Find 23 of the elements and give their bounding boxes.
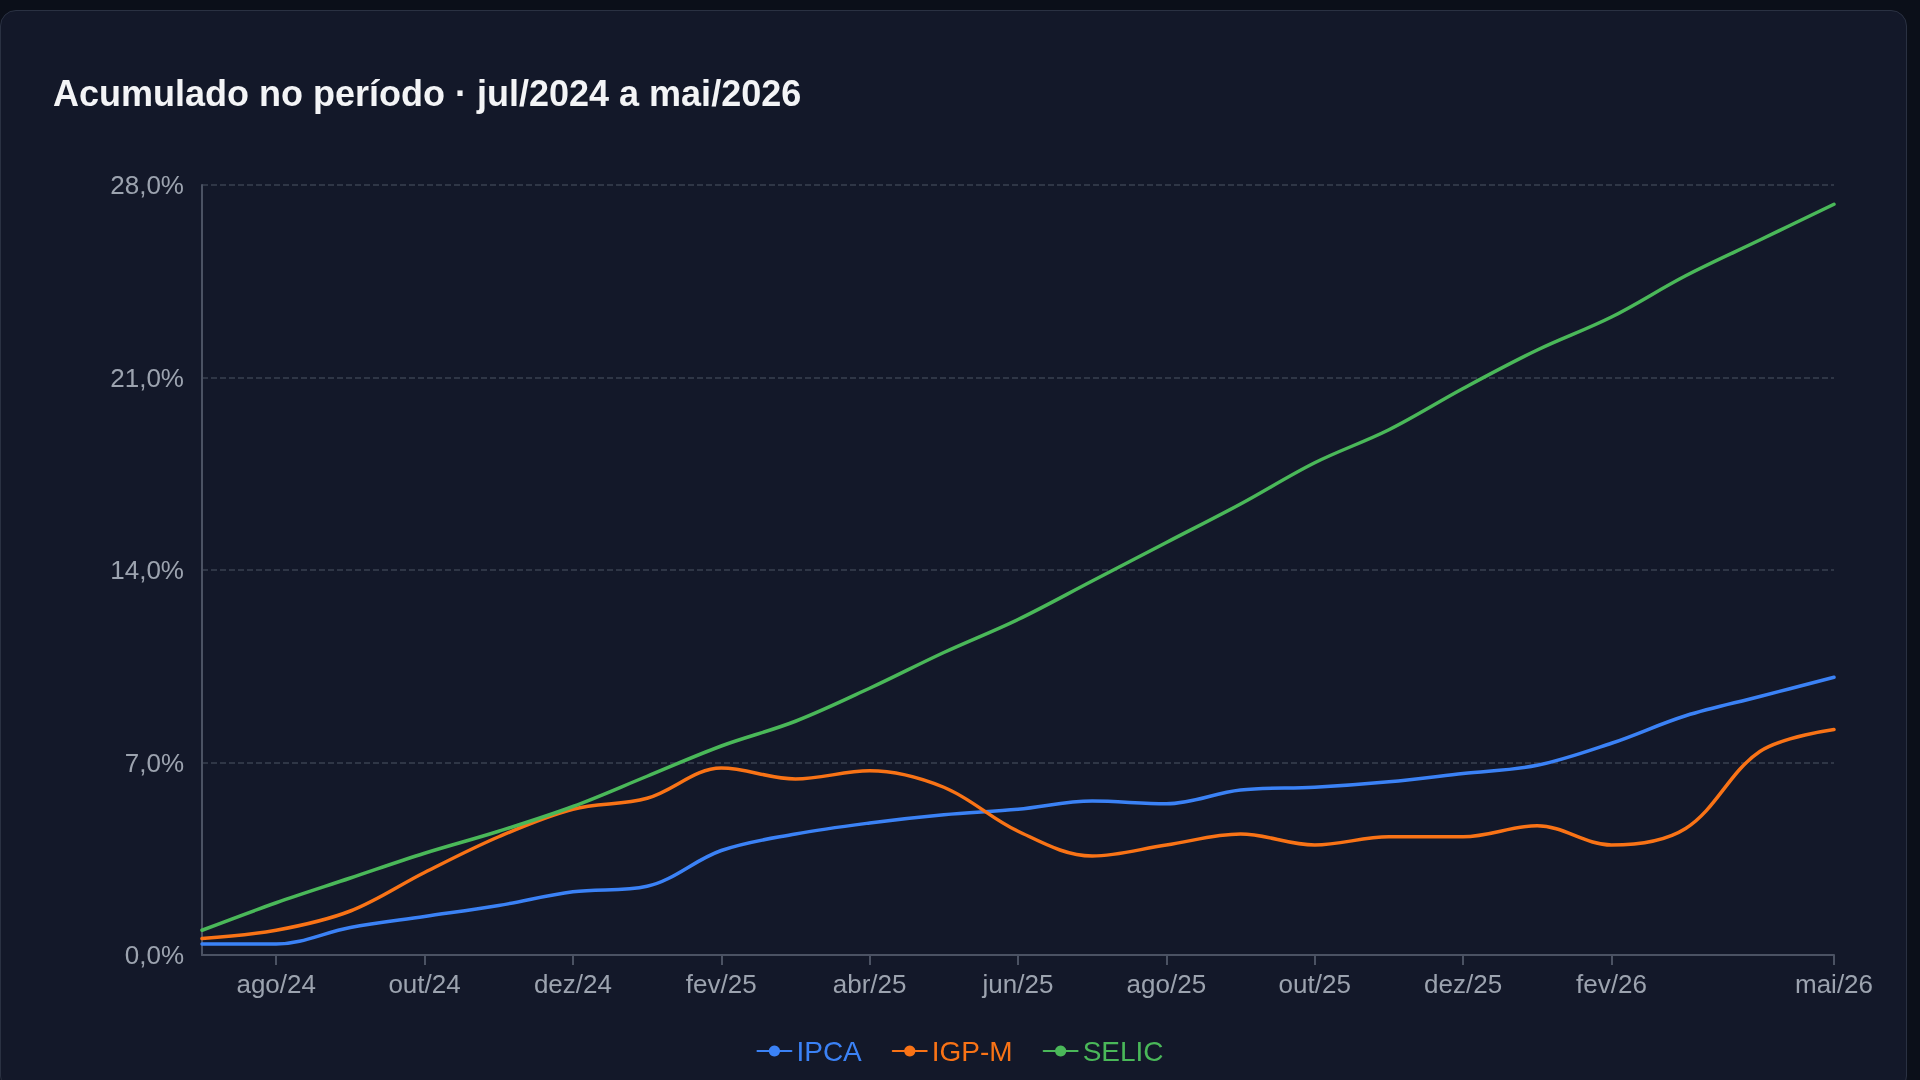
y-tick-label: 0,0% <box>124 940 184 970</box>
x-tick-label: ago/24 <box>236 969 316 999</box>
y-tick-label: 7,0% <box>124 747 184 778</box>
x-tick-label: jun/25 <box>981 969 1054 999</box>
x-tick-label: out/25 <box>1278 969 1351 999</box>
x-tick-label: dez/24 <box>533 969 612 999</box>
legend-label: SELIC <box>1082 1035 1164 1067</box>
chart-title: Acumulado no período · jul/2024 a mai/2026 <box>53 72 802 114</box>
x-tick-label: fev/26 <box>1576 969 1647 999</box>
x-tick-label: out/24 <box>388 969 461 999</box>
x-tick-label: mai/26 <box>1794 969 1874 999</box>
line-series <box>200 202 1836 932</box>
line-series <box>200 675 1836 946</box>
line-series <box>200 727 1836 941</box>
x-tick-label: ago/25 <box>1126 969 1207 999</box>
x-tick-label: fev/25 <box>685 969 757 999</box>
x-tick-label: dez/25 <box>1424 969 1503 999</box>
x-tick-label: abr/25 <box>832 969 907 999</box>
y-tick-label: 28,0% <box>110 170 184 200</box>
legend-label: IGP-M <box>931 1035 1013 1067</box>
y-tick-label: 21,0% <box>110 362 184 393</box>
legend-label: IPCA <box>796 1035 863 1067</box>
y-tick-label: 14,0% <box>110 555 184 585</box>
